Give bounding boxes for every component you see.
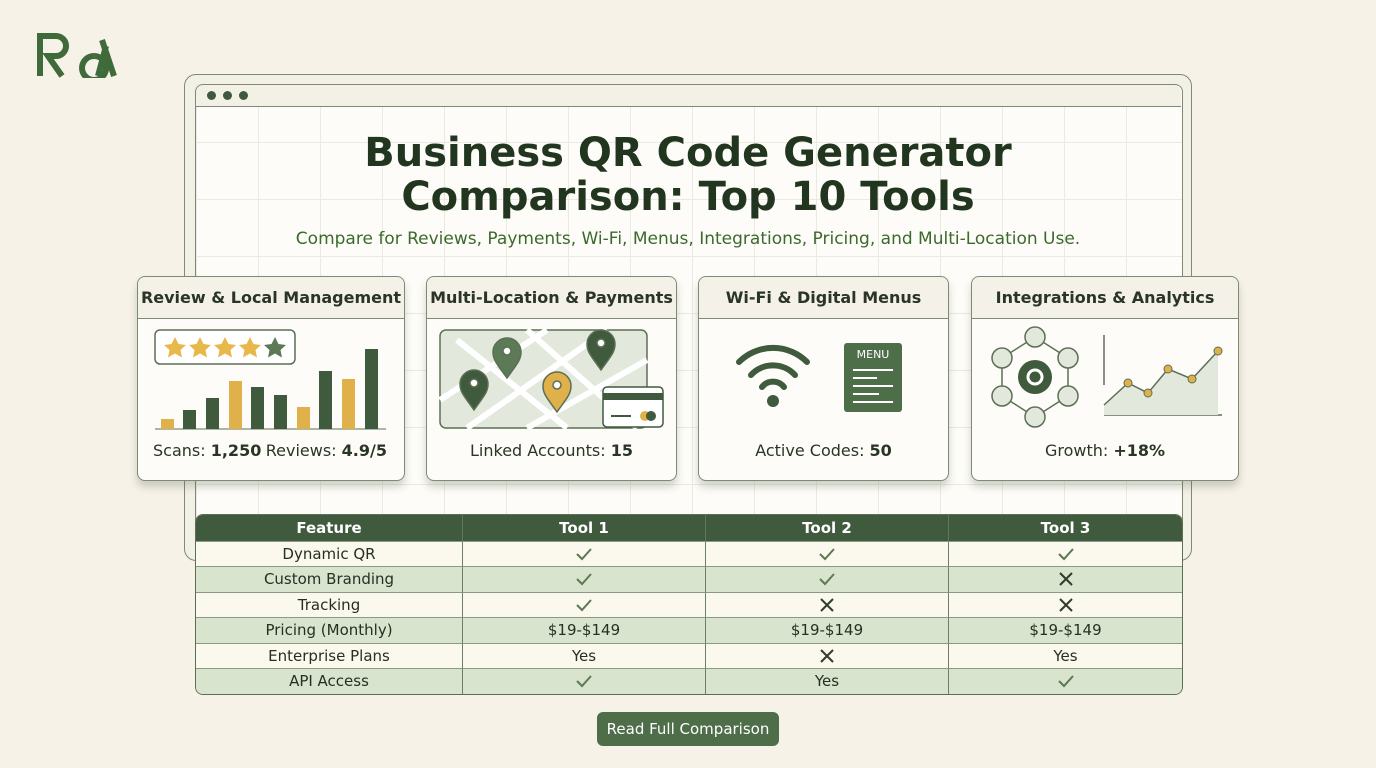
table-cell: Yes bbox=[949, 642, 1182, 669]
header-cell: Tool 2 bbox=[706, 515, 949, 541]
table-row: Custom Branding bbox=[196, 566, 1182, 592]
table-cell: $19-$149 bbox=[463, 617, 706, 643]
check-icon bbox=[819, 548, 835, 561]
check-icon bbox=[576, 599, 592, 612]
stat: Reviews: 4.9/5 bbox=[265, 441, 387, 460]
card: Integrations & Analytics Growth: +18% bbox=[971, 276, 1239, 481]
cross-icon bbox=[1058, 598, 1073, 612]
window-dot bbox=[223, 91, 232, 100]
table-cell: $19-$149 bbox=[949, 617, 1182, 643]
table-cell: API Access bbox=[196, 668, 463, 694]
table-cell bbox=[706, 591, 949, 617]
subtitle: Compare for Reviews, Payments, Wi-Fi, Me… bbox=[295, 229, 1081, 249]
table-cell bbox=[949, 668, 1182, 694]
table-cell bbox=[706, 566, 949, 592]
icon-label: MENU bbox=[857, 348, 890, 361]
stat: Growth: +18% bbox=[1044, 441, 1166, 460]
check-icon bbox=[576, 675, 592, 688]
card: Multi-Location & Payments Linked Account… bbox=[426, 276, 677, 481]
card-illustration bbox=[154, 329, 386, 430]
card-illustration bbox=[991, 326, 1223, 428]
table-cell: Enterprise Plans bbox=[196, 642, 463, 668]
card-title: Wi-Fi & Digital Menus bbox=[699, 277, 948, 319]
table-cell: Tracking bbox=[196, 591, 463, 617]
check-icon bbox=[1057, 548, 1074, 561]
table-row: Pricing (Monthly) $19-$149 $19-$149 $19-$14… bbox=[196, 617, 1182, 643]
card-title: Review & Local Management bbox=[138, 277, 404, 319]
title: Business QR Code Generator bbox=[364, 130, 1012, 176]
cross-icon bbox=[820, 598, 834, 612]
comparison-table: Feature Tool 1 Tool 2 Tool 3 Dynamic QR Custo… bbox=[195, 514, 1183, 695]
check-icon bbox=[819, 573, 835, 586]
table-cell: $19-$149 bbox=[706, 617, 949, 643]
table-header: Feature Tool 1 Tool 2 Tool 3 bbox=[196, 515, 1182, 541]
table-cell bbox=[706, 642, 949, 668]
logo bbox=[37, 33, 117, 78]
title: Comparison: Top 10 Tools bbox=[401, 174, 975, 220]
table-row: API Access Yes bbox=[196, 668, 1182, 694]
read-more-button[interactable]: Read Full Comparison bbox=[597, 712, 779, 746]
table-cell bbox=[949, 591, 1182, 618]
table-cell bbox=[949, 540, 1182, 567]
browser-bar bbox=[196, 85, 1181, 107]
stat: Linked Accounts: 15 bbox=[470, 441, 633, 460]
window-dot bbox=[207, 91, 216, 100]
table-row: Tracking bbox=[196, 591, 1182, 618]
header-cell: Feature bbox=[196, 515, 463, 541]
table-cell bbox=[463, 668, 706, 694]
header-cell: Tool 3 bbox=[949, 515, 1182, 541]
table-row: Enterprise Plans Yes Yes bbox=[196, 642, 1182, 669]
stat: Scans: 1,250 bbox=[153, 441, 262, 460]
table-cell bbox=[706, 540, 949, 566]
table-cell bbox=[463, 566, 706, 592]
table-cell bbox=[463, 591, 706, 617]
table-cell: Custom Branding bbox=[196, 566, 463, 592]
check-icon bbox=[1057, 675, 1074, 688]
cross-icon bbox=[820, 649, 834, 663]
card-illustration: MENU bbox=[736, 343, 902, 412]
table-cell: Dynamic QR bbox=[196, 540, 463, 566]
check-icon bbox=[576, 573, 592, 586]
stat: Active Codes: 50 bbox=[755, 441, 892, 460]
table-cell: Yes bbox=[706, 668, 949, 694]
header-cell: Tool 1 bbox=[463, 515, 706, 541]
table-row: Dynamic QR bbox=[196, 540, 1182, 567]
check-icon bbox=[576, 548, 592, 561]
card: Review & Local Management Scans: 1,250 R… bbox=[137, 276, 405, 481]
table-cell: Yes bbox=[463, 642, 706, 668]
cross-icon bbox=[1058, 572, 1073, 586]
card-illustration bbox=[438, 327, 664, 431]
card: Wi-Fi & Digital Menus MENU Active Codes:… bbox=[698, 276, 949, 481]
table-cell bbox=[949, 566, 1182, 592]
table-cell: Pricing (Monthly) bbox=[196, 617, 463, 643]
card-title: Multi-Location & Payments bbox=[427, 277, 676, 319]
card-title: Integrations & Analytics bbox=[972, 277, 1238, 319]
window-dot bbox=[239, 91, 248, 100]
table-cell bbox=[463, 540, 706, 566]
